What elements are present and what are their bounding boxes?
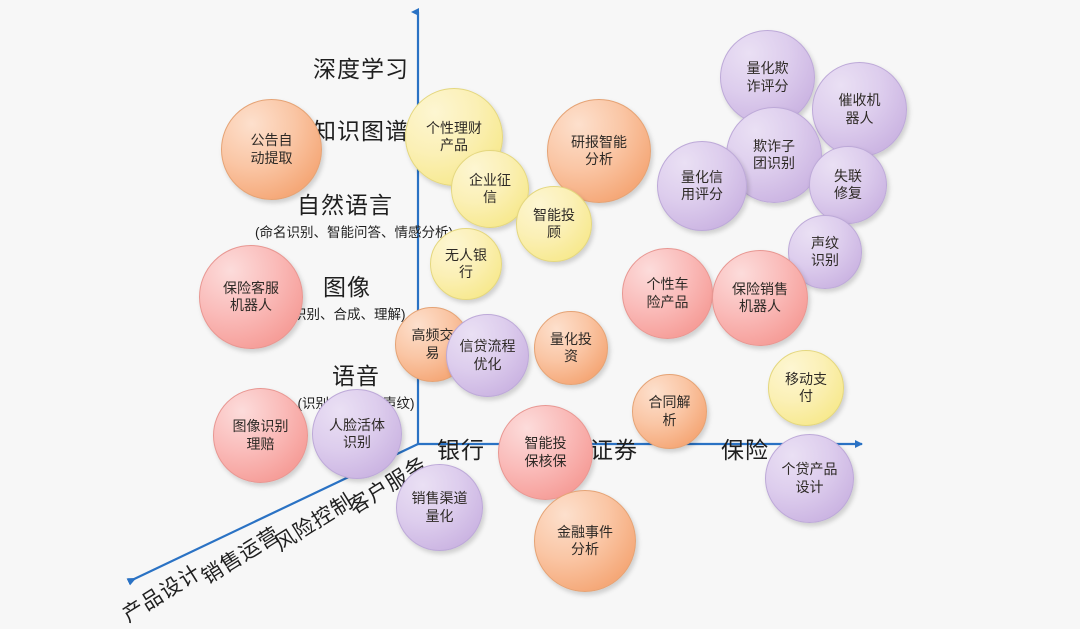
- bubble-b01[interactable]: 公告自 动提取: [221, 99, 322, 200]
- axis-label-knowledge-graph-text: 知识图谱: [313, 118, 409, 144]
- bubble-label: 人脸活体 识别: [329, 416, 385, 450]
- axis-label-speech-text: 语音: [332, 363, 380, 389]
- bubble-b05[interactable]: 催收机 器人: [812, 62, 907, 157]
- axis-label-banking-text: 银行: [437, 437, 485, 463]
- axis-label-knowledge-graph: 知识图谱: [313, 112, 409, 146]
- bubble-label: 移动支 付: [785, 370, 827, 404]
- axis-label-product-design-text: 产品设计: [118, 560, 206, 628]
- bubble-b14[interactable]: 个性车 险产品: [622, 248, 713, 339]
- axis-label-deep-learning-text: 深度学习: [313, 56, 409, 82]
- bubble-label: 量化投 资: [550, 330, 592, 364]
- bubble-b22[interactable]: 移动支 付: [768, 350, 844, 426]
- bubble-label: 保险客服 机器人: [223, 279, 279, 313]
- bubble-b19[interactable]: 图像识别 理赔: [213, 388, 308, 483]
- axis-label-securities: 证券: [590, 431, 638, 465]
- bubble-b13[interactable]: 保险客服 机器人: [199, 245, 303, 349]
- axis-label-deep-learning: 深度学习: [313, 50, 409, 84]
- axis-label-image: 图像 (识别、合成、理解): [282, 268, 412, 323]
- bubble-label: 研报智能 分析: [571, 133, 627, 167]
- bubble-b21[interactable]: 合同解 析: [632, 374, 707, 449]
- axis-label-banking: 银行: [437, 431, 485, 465]
- bubble-b20[interactable]: 人脸活体 识别: [312, 389, 402, 479]
- bubble-b26[interactable]: 金融事件 分析: [534, 490, 636, 592]
- bubble-b12[interactable]: 无人银 行: [430, 228, 502, 300]
- bubble-b10[interactable]: 智能投 顾: [516, 186, 592, 262]
- axis-label-image-text: 图像: [323, 274, 371, 300]
- bubble-label: 智能投 保核保: [524, 435, 567, 469]
- bubble-label: 合同解 析: [648, 394, 691, 428]
- bubble-label: 图像识别 理赔: [232, 418, 289, 452]
- bubble-label: 催收机 器人: [838, 92, 881, 126]
- bubble-b18[interactable]: 量化投 资: [534, 311, 608, 385]
- axis-label-image-sublabel: (识别、合成、理解): [288, 307, 406, 322]
- bubble-label: 金融事件 分析: [557, 523, 613, 557]
- bubble-label: 销售渠道 量化: [411, 490, 468, 524]
- bubble-b07[interactable]: 量化信 用评分: [657, 141, 747, 231]
- axis-label-nlp: 自然语言 (命名识别、智能问答、情感分析): [255, 186, 453, 241]
- bubble-b15[interactable]: 保险销售 机器人: [712, 250, 808, 346]
- axis-label-insurance-text: 保险: [721, 437, 769, 463]
- axis-label-insurance: 保险: [721, 431, 769, 465]
- bubble-label: 失联 修复: [834, 167, 862, 201]
- bubble-label: 无人银 行: [445, 246, 487, 280]
- bubble-label: 个性理财 产品: [426, 119, 482, 153]
- axis-label-nlp-sublabel: (命名识别、智能问答、情感分析): [255, 225, 453, 240]
- axis-label-product-design: 产品设计: [116, 557, 207, 629]
- bubble-b25[interactable]: 销售渠道 量化: [396, 464, 483, 551]
- bubble-b24[interactable]: 个贷产品 设计: [765, 434, 854, 523]
- bubble-label: 智能投 顾: [533, 206, 575, 240]
- bubble-label: 量化欺 诈评分: [746, 60, 789, 94]
- bubble-label: 欺诈子 团识别: [753, 137, 795, 171]
- bubble-b23[interactable]: 智能投 保核保: [498, 405, 593, 500]
- bubble-label: 个性车 险产品: [646, 276, 689, 310]
- bubble-label: 量化信 用评分: [681, 168, 723, 202]
- bubble-label: 企业征 信: [469, 171, 511, 205]
- bubble-label: 保险销售 机器人: [732, 280, 788, 314]
- bubble-label: 声纹 识别: [811, 234, 839, 268]
- axis-label-nlp-text: 自然语言: [297, 192, 393, 218]
- bubble-label: 信贷流程 优化: [459, 338, 516, 372]
- bubble-b08[interactable]: 失联 修复: [809, 146, 887, 224]
- bubble-label: 高频交 易: [411, 327, 454, 361]
- bubble-b03[interactable]: 研报智能 分析: [547, 99, 651, 203]
- axis-label-securities-text: 证券: [590, 437, 638, 463]
- bubble-b17[interactable]: 信贷流程 优化: [446, 314, 529, 397]
- bubble-label: 个贷产品 设计: [781, 461, 838, 495]
- bubble-label: 公告自 动提取: [250, 132, 293, 166]
